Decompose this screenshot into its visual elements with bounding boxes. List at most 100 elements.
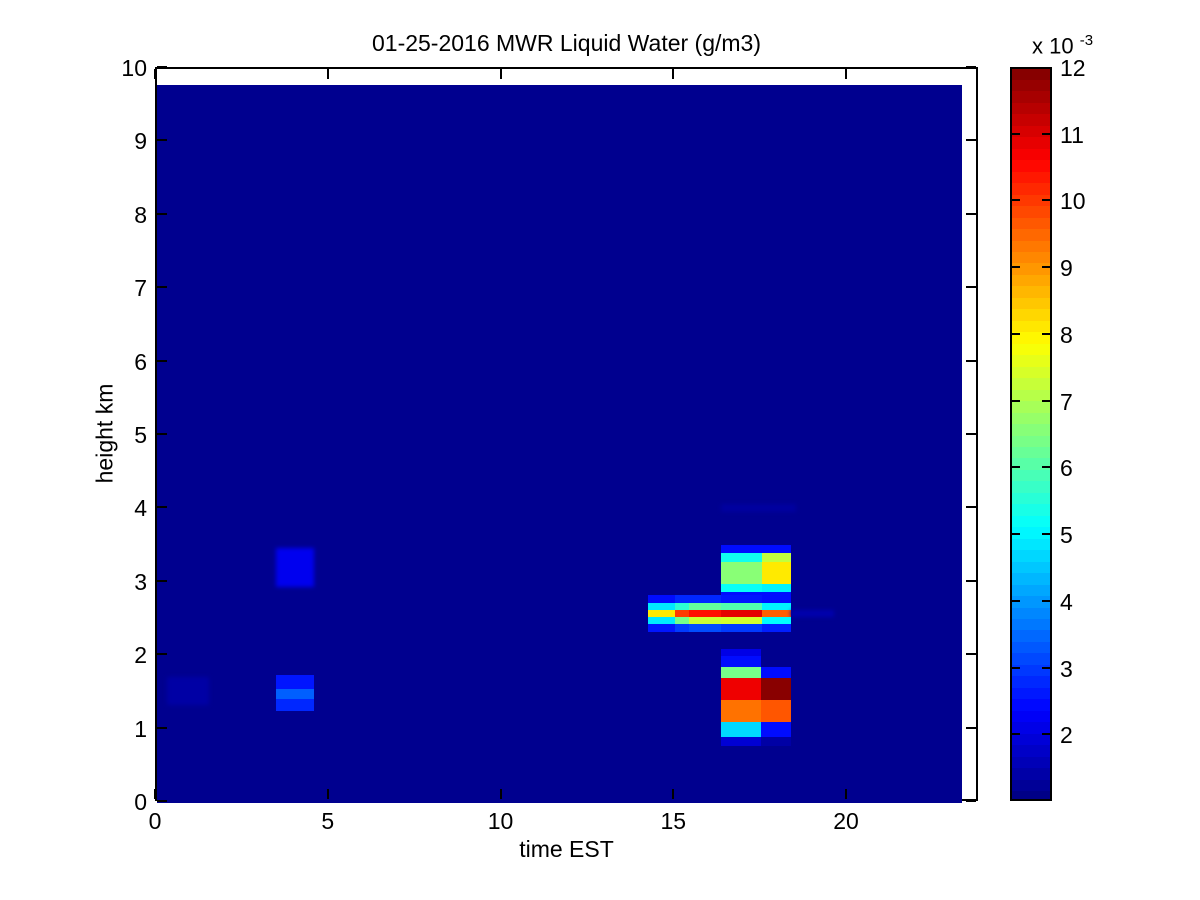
colorbar-tick-left: [1012, 332, 1020, 335]
colorbar-tick-label: 8: [1060, 321, 1073, 348]
x-tick-mark: [845, 789, 847, 799]
heatmap-cell: [689, 595, 722, 604]
colorbar-segment: [1012, 114, 1050, 127]
y-tick-label: 3: [134, 568, 147, 595]
heatmap-cell: [675, 623, 690, 632]
y-tick-label: 1: [134, 715, 147, 742]
colorbar-segment: [1012, 550, 1050, 563]
heatmap-cell: [761, 553, 791, 563]
heatmap-cell: [760, 736, 791, 747]
colorbar-segment: [1012, 733, 1050, 747]
y-tick-mark-right: [966, 212, 976, 215]
colorbar-segment: [1012, 676, 1050, 689]
colorbar-segment: [1012, 779, 1050, 793]
heatmap-cell: [760, 700, 791, 723]
colorbar-tick-label: 12: [1060, 55, 1086, 81]
colorbar-segment: [1012, 573, 1050, 586]
heatmap-cell: [276, 675, 315, 690]
colorbar-tick-left: [1012, 399, 1020, 402]
y-tick-mark: [157, 800, 167, 802]
colorbar-segment: [1012, 160, 1050, 173]
x-tick-mark-top: [154, 69, 156, 79]
colorbar-segment: [1012, 664, 1050, 678]
colorbar-segment: [1012, 687, 1050, 701]
colorbar-segment: [1012, 791, 1050, 799]
colorbar-segment: [1012, 424, 1050, 437]
y-tick-mark-right: [966, 579, 976, 582]
heatmap-cell: [721, 700, 761, 723]
x-tick-label: 10: [487, 808, 514, 834]
heatmap-cell: [760, 678, 791, 701]
y-tick-mark-right: [966, 286, 976, 289]
colorbar-segment: [1012, 274, 1050, 288]
colorbar-segment: [1012, 217, 1050, 231]
colorbar-segment: [1012, 332, 1050, 345]
heatmap-cell: [721, 603, 762, 610]
colorbar-segment: [1012, 229, 1050, 242]
colorbar-segment: [1012, 492, 1050, 506]
colorbar-tick-right: [1042, 466, 1050, 469]
x-tick-mark-top: [326, 69, 329, 79]
heatmap-cell: [721, 595, 762, 604]
colorbar-segment: [1012, 756, 1050, 770]
y-tick-label: 5: [134, 422, 147, 448]
colorbar-tick-label: 2: [1060, 722, 1073, 749]
y-tick-mark-right: [966, 726, 976, 729]
y-tick-mark: [157, 653, 167, 656]
heatmap-cell: [647, 609, 676, 618]
colorbar-segment: [1012, 148, 1050, 162]
colorbar-tick-left: [1012, 266, 1020, 269]
heatmap-cell: [276, 698, 315, 712]
heatmap-cell: [721, 609, 762, 618]
colorbar-segment: [1012, 641, 1050, 655]
colorbar-segment: [1012, 389, 1050, 403]
heatmap-cell: [675, 603, 690, 610]
x-tick-label: 20: [833, 808, 859, 834]
heatmap-cell: [675, 595, 690, 604]
heatmap-cell: [721, 617, 762, 624]
y-tick-mark-right: [966, 506, 976, 509]
colorbar-tick-left: [1012, 533, 1020, 536]
colorbar-tick-label: 9: [1060, 255, 1073, 282]
heatmap-cell: [276, 689, 315, 699]
colorbar-segment: [1012, 263, 1050, 276]
y-tick-mark-right: [966, 653, 976, 656]
heatmap-cell: [689, 603, 722, 610]
colorbar-segment: [1012, 561, 1050, 575]
heatmap-cell: [761, 609, 791, 618]
x-tick-label: 5: [321, 808, 335, 834]
heatmap-cell: [761, 595, 791, 604]
y-tick-mark-right: [966, 359, 976, 362]
colorbar-segment: [1012, 320, 1050, 334]
heatmap-cell: [167, 676, 209, 706]
colorbar-segment: [1012, 171, 1050, 185]
colorbar-segment: [1012, 69, 1050, 81]
colorbar-segment: [1012, 366, 1050, 380]
colorbar-segment: [1012, 527, 1050, 540]
colorbar-tick-left: [1012, 599, 1020, 602]
colorbar-tick-right: [1042, 666, 1050, 669]
heatmap-cell: [760, 722, 791, 737]
colorbar-tick-right: [1042, 332, 1050, 335]
y-tick-label: 4: [134, 495, 147, 522]
y-tick-mark: [157, 506, 167, 509]
colorbar-segment: [1012, 710, 1050, 724]
colorbar-tick-left: [1012, 199, 1020, 202]
x-tick-mark-top: [499, 69, 502, 79]
heatmap-cell: [647, 595, 676, 604]
colorbar-segment: [1012, 401, 1050, 414]
x-tick-mark-top: [672, 69, 675, 79]
colorbar-segment: [1012, 183, 1050, 196]
colorbar-segment: [1012, 446, 1050, 460]
colorbar-segment: [1012, 309, 1050, 322]
colorbar-tick-label: 6: [1060, 455, 1073, 482]
y-tick-mark-right: [966, 66, 976, 68]
colorbar-segment: [1012, 745, 1050, 758]
heatmap-cell: [721, 623, 762, 632]
colorbar-tick-label: 7: [1060, 388, 1073, 415]
colorbar-tick-right: [1042, 599, 1050, 602]
y-tick-mark: [157, 66, 167, 68]
colorbar-tick-left: [1012, 466, 1020, 469]
colorbar-segment: [1012, 515, 1050, 529]
y-tick-mark-right: [966, 800, 976, 802]
